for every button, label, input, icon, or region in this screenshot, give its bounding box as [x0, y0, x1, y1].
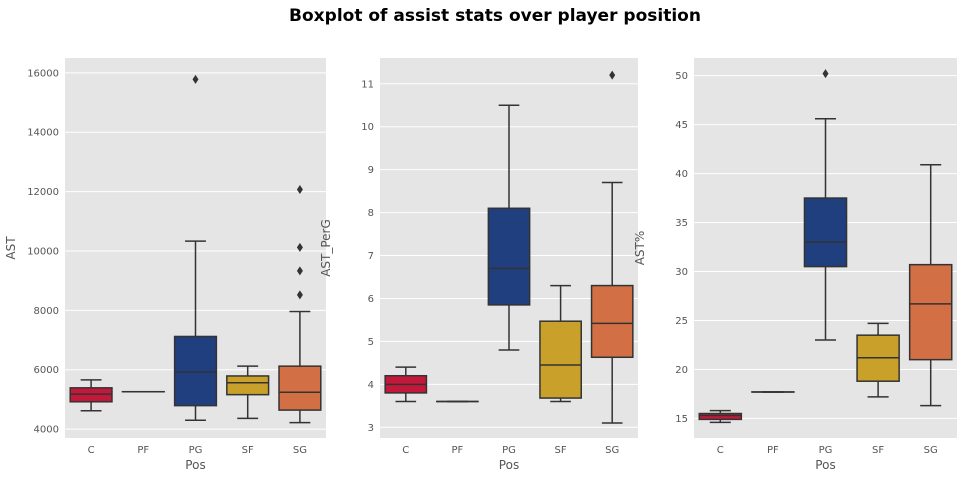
y-tick-label: 25: [675, 316, 688, 327]
x-tick-label: PF: [137, 445, 149, 456]
x-tick-label: PF: [452, 445, 464, 456]
subplot-3: 15 20 25 30 35 40 45 50 C PF PG SF SG Pos AST%: [633, 58, 957, 472]
y-tick-label: 20: [675, 365, 688, 376]
figure-title: Boxplot of assist stats over player posi…: [289, 6, 701, 26]
box-SG: [908, 164, 953, 407]
y-tick-label: 8000: [34, 306, 59, 317]
outlier-point: [296, 290, 303, 300]
box-SG: [590, 70, 634, 424]
box-iqr: [590, 284, 634, 359]
y-axis-label: AST_PerG: [319, 219, 333, 277]
box-SF: [539, 284, 582, 403]
outlier-point: [192, 74, 199, 84]
outlier-point: [609, 70, 616, 80]
box-SF: [226, 365, 270, 420]
box-iqr: [226, 375, 270, 396]
x-axis-label: Pos: [499, 458, 519, 472]
y-tick-label: 12000: [27, 187, 59, 198]
x-tick-label: SG: [605, 445, 619, 456]
x-axis-label: Pos: [815, 458, 835, 472]
box-SG: [278, 185, 322, 424]
outlier-point: [296, 185, 303, 195]
y-axis-label: AST%: [633, 231, 647, 266]
box-C: [698, 409, 743, 424]
box-iqr: [539, 320, 582, 399]
box-SF: [856, 322, 900, 398]
x-tick-label: SG: [924, 445, 938, 456]
x-tick-label: PF: [767, 445, 779, 456]
y-tick-label: 3: [368, 423, 374, 434]
y-tick-label: 8: [368, 208, 374, 219]
y-tick-label: 6000: [34, 365, 59, 376]
outlier-point: [822, 69, 829, 79]
box-PG: [487, 104, 531, 351]
x-tick-label: C: [402, 445, 409, 456]
y-tick-label: 10: [361, 122, 374, 133]
x-tick-label: PG: [502, 445, 516, 456]
box-iqr: [698, 412, 743, 421]
box-PG: [173, 74, 218, 421]
y-tick-label: 5: [368, 337, 374, 348]
box-C: [384, 366, 428, 403]
y-tick-label: 4: [368, 380, 374, 391]
outlier-point: [296, 266, 303, 276]
box-C: [69, 379, 113, 412]
y-tick-label: 40: [675, 169, 688, 180]
x-tick-label: SF: [242, 445, 254, 456]
x-tick-label: SF: [555, 445, 567, 456]
y-tick-label: 4000: [34, 425, 59, 436]
x-tick-label: PG: [819, 445, 833, 456]
y-tick-label: 10000: [27, 246, 59, 257]
y-tick-label: 30: [675, 267, 688, 278]
x-tick-label: SF: [872, 445, 884, 456]
subplots: 4000 6000 8000 10000 12000 14000 16000 C PF PG SF S…: [4, 58, 957, 472]
y-axis-label: AST: [4, 236, 18, 260]
outlier-point: [296, 242, 303, 252]
box-iqr: [487, 207, 531, 306]
subplot-2: 3 4 5 6 7 8 9 10 11 C PF PG SF SG Pos AST_PerG: [319, 58, 638, 472]
box-iqr: [173, 335, 218, 407]
subplot-1: 4000 6000 8000 10000 12000 14000 16000 C PF PG SF S…: [4, 58, 326, 472]
x-tick-label: C: [717, 445, 724, 456]
y-tick-label: 45: [675, 120, 688, 131]
x-axis-label: Pos: [185, 458, 205, 472]
y-tick-label: 11: [361, 79, 374, 90]
box-iqr: [278, 365, 322, 411]
y-tick-label: 14000: [27, 128, 59, 139]
y-tick-label: 7: [368, 251, 374, 262]
x-tick-label: PG: [189, 445, 203, 456]
box-iqr: [803, 197, 848, 268]
y-tick-label: 35: [675, 218, 688, 229]
box-iqr: [908, 263, 953, 361]
y-tick-label: 15: [675, 414, 688, 425]
x-tick-label: SG: [293, 445, 307, 456]
y-tick-label: 9: [368, 165, 374, 176]
x-tick-label: C: [88, 445, 95, 456]
y-tick-label: 50: [675, 71, 688, 82]
box-PG: [803, 69, 848, 341]
y-tick-label: 6: [368, 294, 374, 305]
y-tick-label: 16000: [27, 68, 59, 79]
